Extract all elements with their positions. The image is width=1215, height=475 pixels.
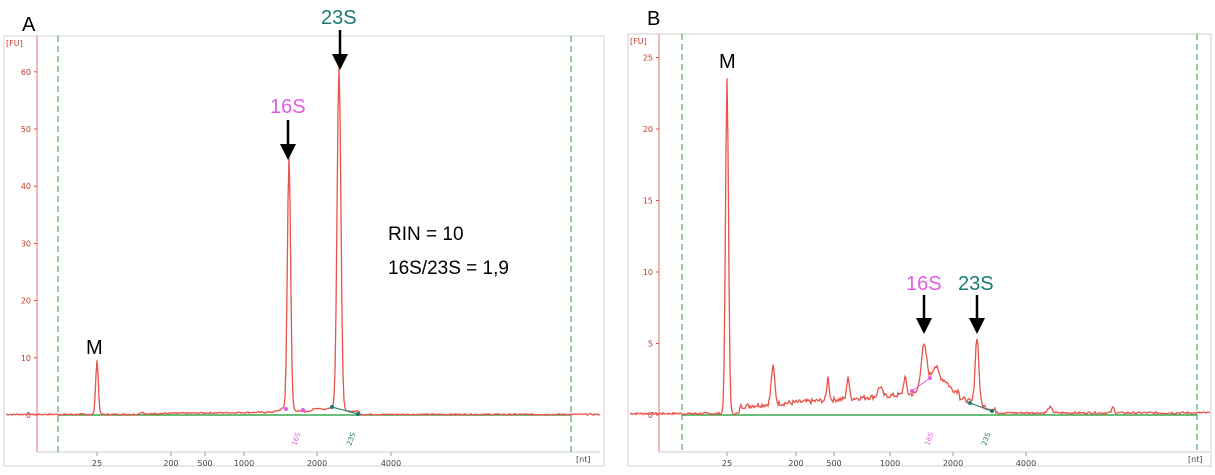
panel-b-16s-integration xyxy=(911,377,931,392)
panel-a-16s-end-point xyxy=(301,408,305,412)
x-tick-label: 25 xyxy=(92,459,102,468)
x-tick-label: 1000 xyxy=(880,459,900,468)
y-tick-label: 25 xyxy=(643,54,653,63)
panel-b-frame xyxy=(627,33,1212,467)
x-tick-label: 200 xyxy=(788,459,803,468)
panel-b-16s-arrow xyxy=(916,295,932,334)
panel-b-16s-start-point xyxy=(910,389,914,393)
panel-a-x-unit: [nt] xyxy=(576,455,590,464)
panel-b-23s-end-point xyxy=(990,409,994,413)
panel-a-16s-start-point xyxy=(284,407,288,411)
y-tick-label: 15 xyxy=(643,197,653,206)
panel-a-frame xyxy=(3,35,605,467)
x-tick-label: 500 xyxy=(826,459,841,468)
y-tick-label: 10 xyxy=(21,354,31,363)
panel-a-x-ticks: 25 200 500 1000 2000 4000 xyxy=(92,452,401,468)
panel-a-23s-axis-marker: 23S xyxy=(345,431,357,447)
x-tick-label: 4000 xyxy=(1016,459,1036,468)
y-tick-label: 0 xyxy=(648,411,653,420)
panel-a-chart: [FU] [nt] 0 10 20 30 40 50 60 25 200 500 1000 2000… xyxy=(3,7,605,468)
panel-a-rin-text: RIN = 10 xyxy=(388,224,464,245)
y-tick-label: 50 xyxy=(21,125,31,134)
y-tick-label: 40 xyxy=(21,182,31,191)
panel-b-y-ticks: 0 5 10 15 20 25 xyxy=(643,54,659,420)
panel-b-trace xyxy=(629,78,1211,416)
panel-b-y-unit: [FU] xyxy=(630,37,647,46)
panel-a-m-label: M xyxy=(86,337,103,359)
y-tick-label: 0 xyxy=(26,411,31,420)
x-tick-label: 2000 xyxy=(943,459,963,468)
panel-b-chart: [FU] [nt] 0 5 10 15 20 25 25 200 500 1000 2000 400… xyxy=(627,33,1212,468)
panel-b-16s-label: 16S xyxy=(906,273,942,295)
panel-b-23s-label: 23S xyxy=(958,273,994,295)
panel-b-23s-axis-marker: 23S xyxy=(980,431,992,447)
panel-a-trace xyxy=(5,66,601,416)
panel-b-23s-arrow xyxy=(969,295,985,334)
y-tick-label: 30 xyxy=(21,239,31,248)
panel-a-16s-label: 16S xyxy=(270,96,306,118)
panel-a-16s-axis-marker: 16S xyxy=(290,431,302,447)
panel-a-ratio-text: 16S/23S = 1,9 xyxy=(388,258,509,279)
panel-b-x-unit: [nt] xyxy=(1188,455,1202,464)
x-tick-label: 4000 xyxy=(381,459,401,468)
y-tick-label: 20 xyxy=(643,125,653,134)
y-tick-label: 20 xyxy=(21,297,31,306)
panel-a-y-unit: [FU] xyxy=(6,39,23,48)
panel-a-y-ticks: 0 10 20 30 40 50 60 xyxy=(21,68,37,420)
panel-a-letter: A xyxy=(22,14,36,36)
panel-b-letter: B xyxy=(647,8,661,30)
panel-b-m-label: M xyxy=(719,51,736,73)
panel-a-23s-end-point xyxy=(356,412,360,416)
panel-a-23s-arrow xyxy=(332,30,348,70)
y-tick-label: 5 xyxy=(648,340,653,349)
panel-a-23s-label: 23S xyxy=(321,7,357,29)
panel-b-x-ticks: 25 200 500 1000 2000 4000 xyxy=(722,452,1036,468)
panel-a-16s-arrow xyxy=(280,120,296,160)
x-tick-label: 200 xyxy=(163,459,178,468)
panel-b-16s-axis-marker: 16S xyxy=(923,431,935,447)
x-tick-label: 1000 xyxy=(234,459,254,468)
panel-a-23s-start-point xyxy=(330,405,334,409)
panel-b-23s-start-point xyxy=(968,401,972,405)
x-tick-label: 500 xyxy=(197,459,212,468)
x-tick-label: 25 xyxy=(722,459,732,468)
y-tick-label: 10 xyxy=(643,268,653,277)
panel-b-23s-integration xyxy=(969,402,993,412)
y-tick-label: 60 xyxy=(21,68,31,77)
x-tick-label: 2000 xyxy=(307,459,327,468)
panel-b-16s-end-point xyxy=(928,376,932,380)
panel-a-23s-integration xyxy=(331,406,359,415)
